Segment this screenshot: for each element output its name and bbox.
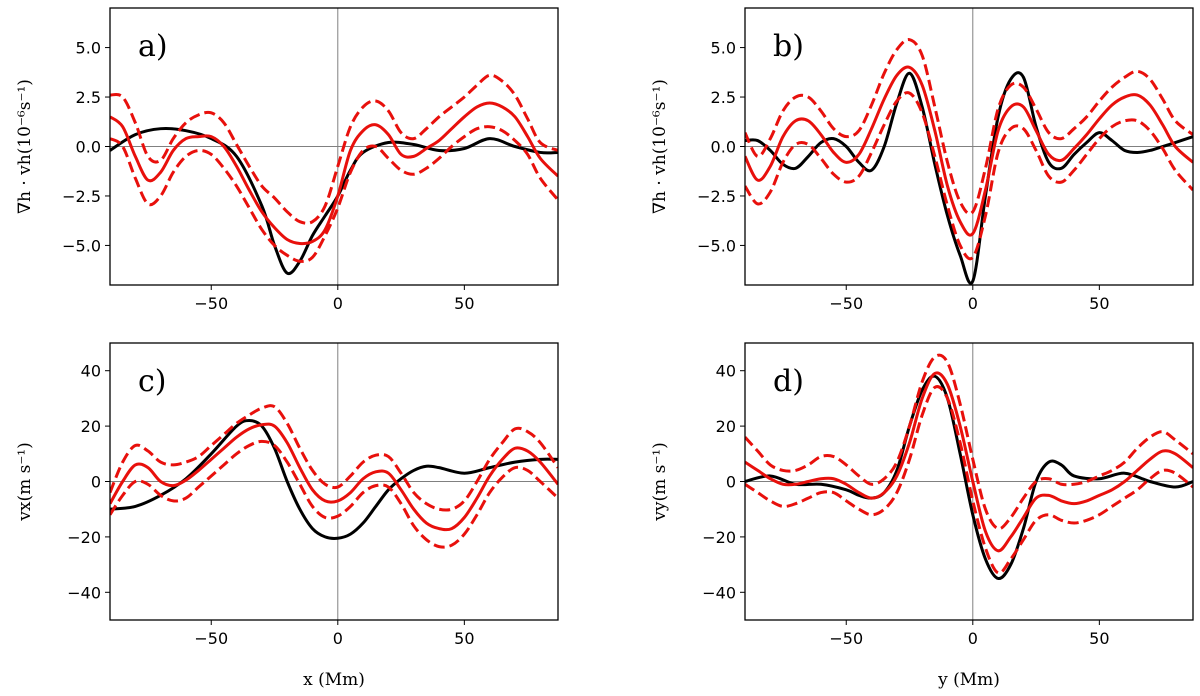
series-model-1- — [110, 125, 558, 263]
y-tick-label: −40 — [67, 583, 101, 602]
y-tick-label: 0.0 — [711, 138, 736, 157]
x-tick-label: −50 — [829, 629, 863, 648]
series-model — [110, 422, 558, 532]
series-model-1- — [745, 353, 1193, 531]
y-axis-label: vx(m s⁻¹) — [15, 442, 35, 522]
panel-b: −50 0 50 −5.0 −2.5 0.0 2.5 5.0 b) ∇h · vh(10⁻⁶s⁻¹… — [650, 7, 1194, 313]
x-tick-label: 50 — [454, 294, 474, 313]
x-axis-label: x (Mm) — [303, 670, 365, 690]
x-tick-label: 0 — [333, 629, 343, 648]
y-tick-label: 2.5 — [711, 88, 736, 107]
y-tick-label: −20 — [702, 528, 736, 547]
series-model-1- — [745, 38, 1193, 216]
series-observed — [110, 126, 558, 276]
y-tick-label: 0.0 — [76, 138, 101, 157]
y-tick-label: −5.0 — [62, 236, 101, 255]
panel-label: c) — [138, 364, 167, 399]
y-tick-label: −20 — [67, 528, 101, 547]
y-tick-label: −2.5 — [697, 187, 736, 206]
x-tick-label: 0 — [968, 629, 978, 648]
panel-label: b) — [773, 29, 804, 64]
y-axis-label: ∇h · vh(10⁻⁶s⁻¹) — [15, 79, 35, 214]
panel-a: −50 0 50 −5.0 −2.5 0.0 2.5 5.0 a) ∇h · vh(10⁻⁶s⁻¹… — [15, 7, 559, 313]
x-tick-label: −50 — [829, 294, 863, 313]
y-tick-label: 40 — [716, 362, 736, 381]
y-tick-label: 0 — [726, 473, 736, 492]
panel-label: d) — [773, 364, 804, 399]
y-tick-label: −40 — [702, 583, 736, 602]
series-model-1- — [110, 439, 558, 549]
y-tick-label: 40 — [81, 362, 101, 381]
panel-d: −50 0 50 −40 −20 0 20 40 d) vy(m s⁻¹) y (Mm) — [650, 342, 1194, 690]
x-tick-label: 0 — [333, 294, 343, 313]
series-observed — [745, 71, 1193, 285]
panel-label: a) — [138, 29, 168, 64]
x-tick-label: 50 — [1089, 629, 1109, 648]
series-model-1- — [110, 73, 558, 225]
series-observed — [110, 419, 558, 540]
x-tick-label: 0 — [968, 294, 978, 313]
panel-c: −50 0 50 −40 −20 0 20 40 c) vx(m s⁻¹) x (Mm) — [15, 342, 559, 690]
y-tick-label: 20 — [81, 417, 101, 436]
x-tick-label: 50 — [1089, 294, 1109, 313]
series-model-1- — [745, 385, 1193, 575]
y-tick-label: 5.0 — [76, 39, 101, 58]
x-tick-label: 50 — [454, 629, 474, 648]
y-tick-label: 2.5 — [76, 88, 101, 107]
x-axis-label: y (Mm) — [937, 670, 1000, 690]
series-model-1- — [745, 91, 1193, 261]
series-model — [110, 101, 558, 246]
y-axis-label: vy(m s⁻¹) — [650, 442, 670, 522]
series-model-1- — [110, 404, 558, 512]
x-tick-label: −50 — [194, 629, 228, 648]
y-tick-label: 20 — [716, 417, 736, 436]
series-model — [745, 65, 1193, 237]
series-model — [745, 371, 1193, 553]
y-axis-label: ∇h · vh(10⁻⁶s⁻¹) — [650, 79, 670, 214]
y-tick-label: 5.0 — [711, 39, 736, 58]
series-observed — [745, 374, 1193, 580]
y-tick-label: −2.5 — [62, 187, 101, 206]
x-tick-label: −50 — [194, 294, 228, 313]
y-tick-label: −5.0 — [697, 236, 736, 255]
y-tick-label: 0 — [91, 473, 101, 492]
